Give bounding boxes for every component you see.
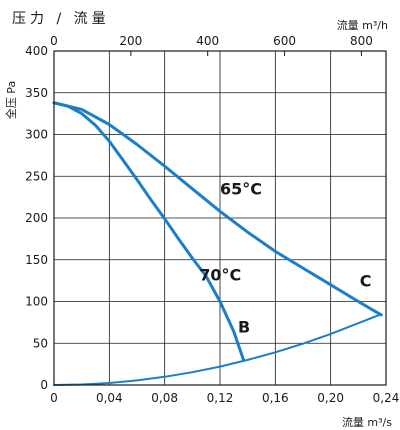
grid-lines <box>53 50 387 386</box>
y-tick-label: 50 <box>33 336 48 350</box>
x-axis-label: 流量 m³/s <box>342 415 392 429</box>
x-tick-label: 0,24 <box>373 391 400 405</box>
series-group <box>52 101 383 386</box>
curve-label-B-name: B <box>238 317 250 336</box>
x2-tick-label: 600 <box>273 34 296 48</box>
y-tick-label: 0 <box>40 378 48 392</box>
x-tick-label: 0,12 <box>207 391 234 405</box>
x2-tick-label: 200 <box>119 34 142 48</box>
x-tick-label: 0,04 <box>96 391 123 405</box>
y-tick-label: 150 <box>25 253 48 267</box>
y-tick-label: 250 <box>25 169 48 183</box>
y-tick-label: 350 <box>25 86 48 100</box>
y-axis-label: 全压 Pa <box>4 81 18 119</box>
curve-C <box>52 101 383 317</box>
x-tick-label: 0,16 <box>262 391 289 405</box>
plot-frame <box>53 50 387 386</box>
y-tick-label: 100 <box>25 295 48 309</box>
x2-axis-label: 流量 m³/h <box>337 18 388 32</box>
x-tick-label: 0 <box>50 391 58 405</box>
chart-title: 压力 / 流量 <box>12 11 110 27</box>
y-tick-label: 300 <box>25 128 48 142</box>
curve-label-C-name: C <box>360 271 372 290</box>
x-tick-label: 0,20 <box>317 391 344 405</box>
curve-label-C-label: 65°C <box>220 180 262 199</box>
x-tick-label: 0,08 <box>151 391 178 405</box>
curve-label-B-label: 70°C <box>199 266 241 285</box>
curve-B <box>52 101 245 362</box>
curve-system <box>53 313 383 386</box>
x2-tick-label: 800 <box>350 34 373 48</box>
y-tick-label: 400 <box>25 44 48 58</box>
series-labels: 65°C C 70°C B <box>199 180 371 337</box>
y-tick-label: 200 <box>25 211 48 225</box>
x2-tick-label: 0 <box>50 34 58 48</box>
x2-tick-label: 400 <box>196 34 219 48</box>
axis-ticks: 0 0,04 0,08 0,12 0,16 0,20 0,24 0 50 100 150 200 250… <box>25 34 399 405</box>
